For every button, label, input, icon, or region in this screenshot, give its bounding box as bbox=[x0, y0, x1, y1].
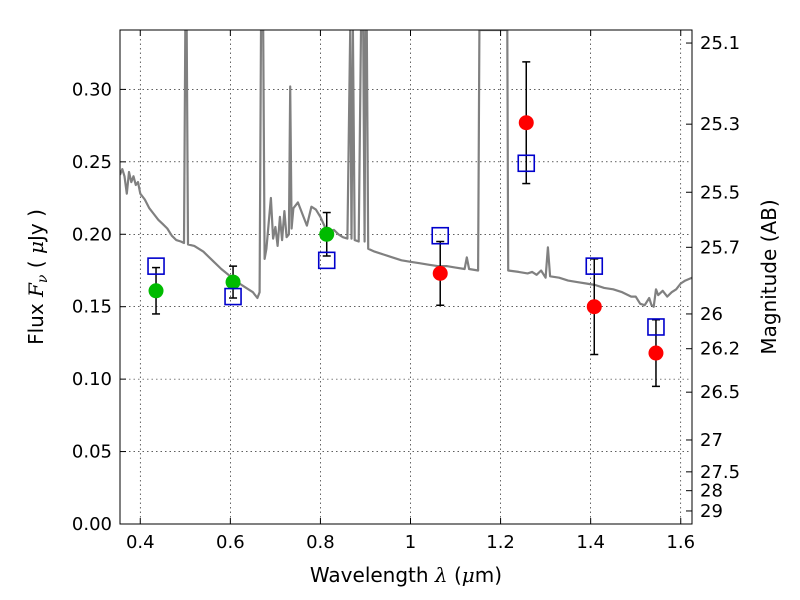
x-tick-label: 1.6 bbox=[666, 532, 695, 553]
data-point bbox=[586, 299, 602, 315]
model-point bbox=[585, 257, 604, 275]
y-tick-label: 0.25 bbox=[72, 152, 112, 173]
model-spectrum bbox=[120, 30, 692, 308]
data-point bbox=[432, 265, 448, 281]
model-point bbox=[147, 257, 165, 275]
model-point bbox=[431, 226, 450, 245]
data-point bbox=[319, 226, 335, 242]
data-point bbox=[518, 115, 534, 131]
magnitude-tick-label: 26.2 bbox=[700, 339, 740, 360]
y-tick-label: 0.15 bbox=[72, 297, 112, 318]
x-tick-label: 1 bbox=[405, 532, 416, 553]
data-point bbox=[148, 283, 164, 299]
tick-labels: 0.4 0.6 0.8 1 1.2 1.4 1.6 0.00 0.05 0.10 0.15 0.20 0… bbox=[72, 33, 740, 553]
magnitude-tick-label: 27 bbox=[700, 430, 723, 451]
y-tick-label: 0.00 bbox=[72, 514, 112, 535]
x-tick-label: 0.6 bbox=[216, 532, 245, 553]
photometry-points bbox=[147, 61, 665, 388]
magnitude-tick-label: 25.1 bbox=[700, 33, 740, 54]
model-point bbox=[317, 251, 336, 270]
x-tick-label: 1.2 bbox=[486, 532, 515, 553]
x-tick-label: 0.4 bbox=[126, 532, 155, 553]
data-point bbox=[648, 345, 664, 361]
y-axis-label-left: Flux Fν ( μJy ) bbox=[24, 209, 51, 345]
y-tick-label: 0.05 bbox=[72, 442, 112, 463]
magnitude-tick-label: 25.7 bbox=[700, 237, 740, 258]
y-axis-label-right: Magnitude (AB) bbox=[757, 199, 781, 354]
magnitude-tick-label: 26.5 bbox=[700, 382, 740, 403]
data-point bbox=[225, 274, 241, 290]
x-axis-label: Wavelength λ (μm) bbox=[310, 563, 502, 587]
magnitude-tick-label: 27.5 bbox=[700, 462, 740, 483]
y-tick-label: 0.20 bbox=[72, 224, 112, 245]
model-point bbox=[517, 154, 536, 173]
magnitude-tick-label: 26 bbox=[700, 304, 723, 325]
axis-ticks bbox=[120, 30, 692, 525]
plot-frame bbox=[119, 29, 693, 525]
model-spectrum-line bbox=[120, 30, 692, 308]
x-tick-label: 1.4 bbox=[576, 532, 605, 553]
y-tick-label: 0.10 bbox=[72, 369, 112, 390]
magnitude-tick-label: 28 bbox=[700, 481, 723, 502]
model-point bbox=[224, 287, 242, 306]
magnitude-tick-label: 29 bbox=[700, 501, 723, 522]
magnitude-tick-label: 25.5 bbox=[700, 182, 740, 203]
x-tick-label: 0.8 bbox=[306, 532, 335, 553]
magnitude-tick-label: 25.3 bbox=[700, 114, 740, 135]
model-point bbox=[647, 318, 665, 336]
y-tick-label: 0.30 bbox=[72, 79, 112, 100]
grid bbox=[120, 30, 692, 524]
